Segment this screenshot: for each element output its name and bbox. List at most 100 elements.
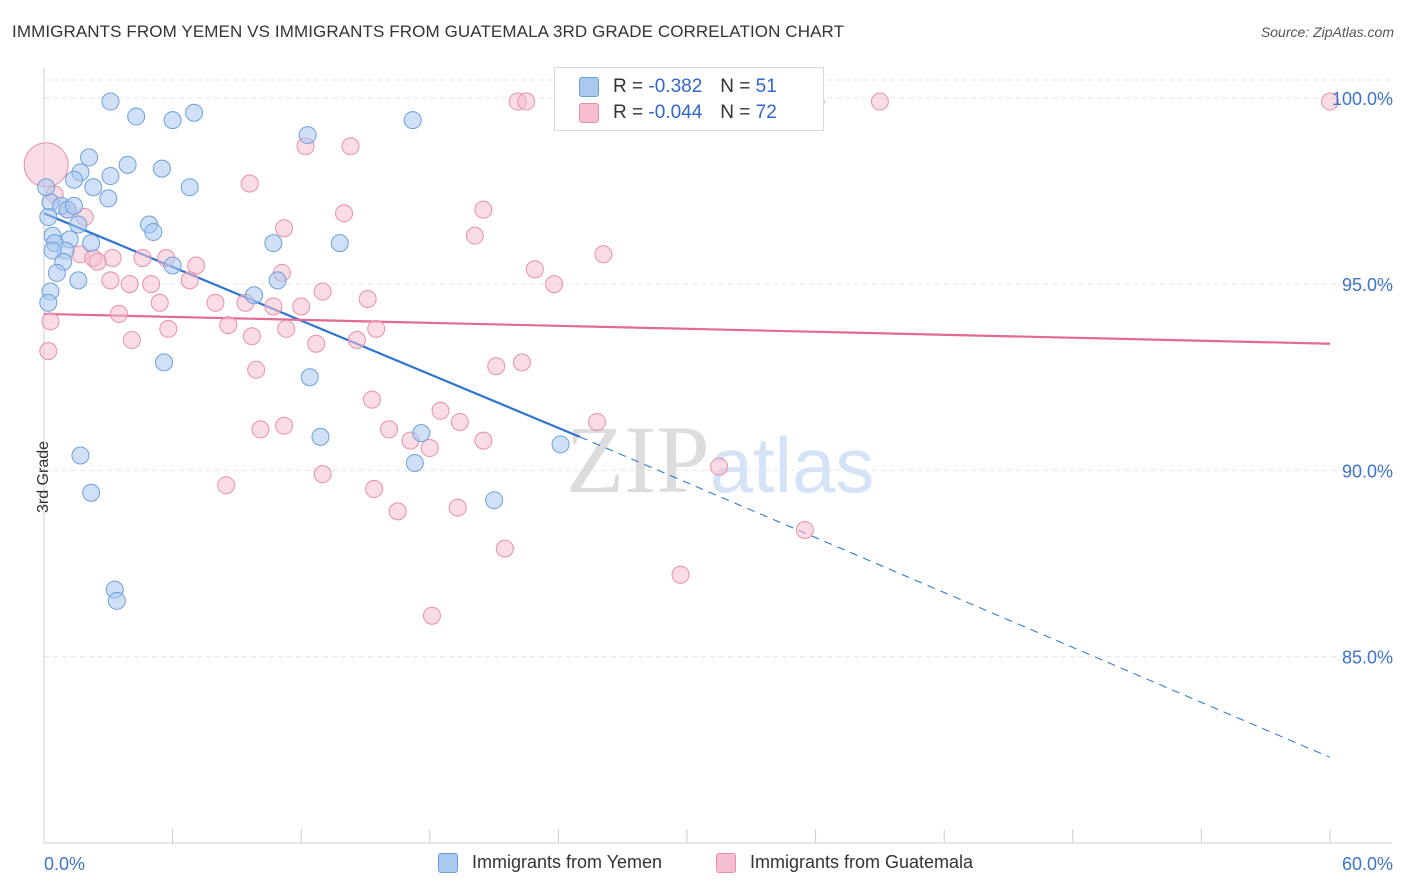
y-tick-label: 95.0% — [1342, 275, 1393, 295]
point-pink — [206, 293, 225, 312]
point-pink — [41, 312, 60, 331]
watermark-atlas: atlas — [710, 421, 875, 509]
point-blue — [71, 446, 90, 465]
point-blue — [163, 111, 182, 130]
point-pink — [525, 260, 544, 279]
point-pink — [448, 498, 467, 517]
point-pink — [341, 137, 360, 156]
point-pink — [358, 290, 377, 309]
point-pink — [795, 521, 814, 540]
trend-line-blue — [43, 212, 581, 438]
point-blue — [99, 189, 118, 208]
point-blue — [65, 196, 84, 215]
point-pink — [517, 92, 536, 111]
point-pink — [347, 330, 366, 349]
x-tick-label: 60.0% — [1342, 854, 1393, 874]
point-pink — [474, 431, 493, 450]
point-blue — [298, 126, 317, 145]
point-pink — [159, 319, 178, 338]
point-pink — [292, 297, 311, 316]
point-blue — [65, 170, 84, 189]
legend-r-value: -0.382 — [648, 76, 703, 97]
point-pink — [88, 252, 107, 271]
point-pink — [587, 412, 606, 431]
point-pink — [247, 360, 266, 379]
point-pink — [122, 330, 141, 349]
point-pink — [710, 457, 729, 476]
point-blue — [118, 155, 137, 174]
trend-lines — [43, 212, 1331, 758]
watermark: ZIPatlas — [566, 406, 875, 513]
point-pink — [110, 304, 129, 323]
y-axis-label: 3rd Grade — [35, 440, 53, 514]
point-pink — [450, 412, 469, 431]
point-pink — [465, 226, 484, 245]
point-pink — [217, 476, 236, 495]
point-pink — [275, 219, 294, 238]
point-pink — [594, 245, 613, 264]
point-pink — [1321, 92, 1339, 111]
watermark-zip: ZIP — [566, 406, 710, 513]
point-blue — [403, 111, 422, 130]
gridlines — [44, 79, 1392, 658]
bottom-legend-label-guatemala: Immigrants from Guatemala — [750, 852, 974, 872]
point-blue — [268, 271, 287, 290]
point-pink — [431, 401, 450, 420]
point-blue — [300, 368, 319, 387]
point-pink — [422, 606, 441, 625]
point-blue — [245, 286, 264, 305]
point-blue — [37, 178, 56, 197]
point-pink — [870, 92, 889, 111]
point-pink — [545, 275, 564, 294]
point-blue — [311, 427, 330, 446]
legend-n-value: 72 — [755, 102, 777, 123]
point-pink — [367, 319, 386, 338]
bottom-legend-yemen: Immigrants from Yemen — [438, 852, 662, 873]
point-pink — [150, 293, 169, 312]
chart-title: IMMIGRANTS FROM YEMEN VS IMMIGRANTS FROM… — [12, 22, 845, 41]
point-pink — [362, 390, 381, 409]
point-pink — [133, 249, 152, 268]
point-blue — [264, 234, 283, 253]
point-blue — [155, 353, 174, 372]
legend-n-label: N = — [720, 76, 751, 97]
point-blue — [144, 222, 163, 241]
source-label: Source: ZipAtlas.com — [1260, 24, 1394, 40]
point-pink — [277, 319, 296, 338]
point-blue — [43, 241, 62, 260]
point-pink — [39, 342, 58, 361]
point-blue — [69, 215, 88, 234]
tick-labels: 100.0% 95.0% 90.0% 85.0% 0.0% 60.0% — [44, 89, 1393, 874]
legend-swatch-yemen — [579, 77, 599, 97]
trend-line-extension-blue — [579, 436, 1331, 758]
point-pink — [313, 465, 332, 484]
point-pink — [380, 420, 399, 439]
point-pink — [219, 316, 238, 335]
point-pink — [487, 357, 506, 376]
point-pink — [264, 297, 283, 316]
legend-r-value: -0.044 — [648, 102, 703, 123]
point-blue — [180, 178, 199, 197]
point-pink — [275, 416, 294, 435]
point-pink — [180, 271, 199, 290]
point-blue — [101, 92, 120, 111]
point-blue — [185, 103, 204, 122]
legend-r-label: R = — [613, 76, 644, 97]
point-pink — [240, 174, 259, 193]
y-tick-label: 90.0% — [1342, 461, 1393, 481]
point-blue — [80, 148, 99, 167]
point-blue — [82, 234, 101, 253]
point-blue — [163, 256, 182, 275]
point-blue — [405, 453, 424, 472]
point-pink — [365, 480, 384, 499]
point-pink — [307, 334, 326, 353]
legend-swatch-guatemala — [579, 103, 599, 123]
bottom-legend-swatch-yemen — [438, 852, 458, 873]
trend-line-pink — [43, 312, 1331, 345]
point-pink — [187, 256, 206, 275]
point-blue — [412, 424, 431, 443]
point-pink — [495, 539, 514, 558]
legend-row-guatemala: R = -0.044 N = 72 — [579, 101, 777, 125]
point-blue — [330, 234, 349, 253]
